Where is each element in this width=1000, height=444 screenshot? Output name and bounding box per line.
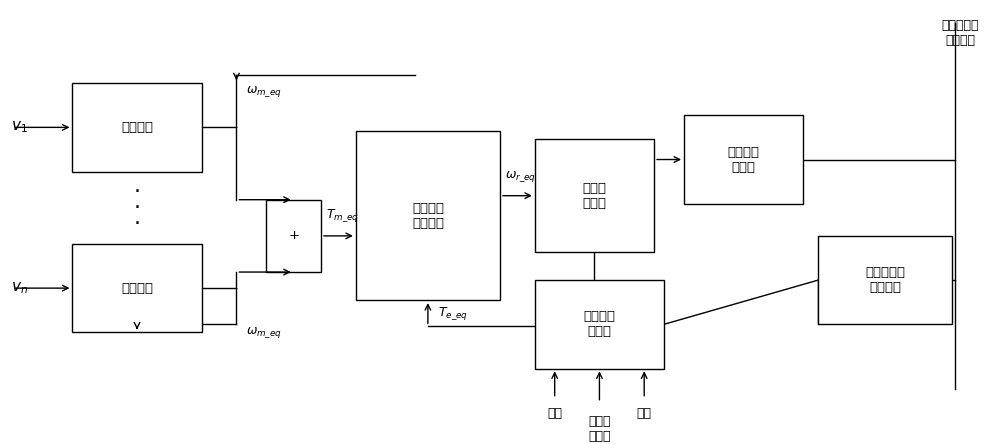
Text: 两质量块
轴系模型: 两质量块 轴系模型 [412, 202, 444, 230]
FancyBboxPatch shape [72, 244, 202, 332]
Text: 电容器
组控制: 电容器 组控制 [588, 415, 611, 443]
Text: $T_{e\_eq}$: $T_{e\_eq}$ [438, 305, 468, 322]
Text: 风电场公共
连接母线: 风电场公共 连接母线 [942, 19, 979, 47]
Text: $\omega_{m\_eq}$: $\omega_{m\_eq}$ [246, 84, 282, 99]
Text: $v_n$: $v_n$ [11, 280, 28, 296]
FancyBboxPatch shape [684, 115, 803, 204]
FancyBboxPatch shape [818, 236, 952, 324]
Text: 电压: 电压 [637, 407, 652, 420]
Text: ·: · [134, 214, 141, 234]
FancyBboxPatch shape [356, 131, 500, 300]
Text: $T_{m\_eq}$: $T_{m\_eq}$ [326, 207, 359, 224]
Text: $\omega_{m\_eq}$: $\omega_{m\_eq}$ [246, 325, 282, 340]
FancyBboxPatch shape [535, 139, 654, 252]
FancyBboxPatch shape [72, 83, 202, 171]
Text: 气动模型: 气动模型 [121, 121, 153, 134]
FancyBboxPatch shape [535, 280, 664, 369]
Text: 风速: 风速 [547, 407, 562, 420]
Text: $\omega_{r\_eq}$: $\omega_{r\_eq}$ [505, 169, 536, 184]
Text: 机端等値
变压器: 机端等値 变压器 [728, 146, 760, 174]
Text: $v_1$: $v_1$ [11, 119, 27, 135]
Text: +: + [288, 230, 299, 242]
Text: 电罆的等値
充电电容: 电罆的等値 充电电容 [865, 266, 905, 294]
Text: 气动模型: 气动模型 [121, 281, 153, 295]
Text: 变参数等
値电容: 变参数等 値电容 [583, 310, 615, 338]
FancyBboxPatch shape [266, 200, 321, 272]
Text: ·: · [134, 182, 141, 202]
Text: ·: · [134, 198, 141, 218]
Text: 等値感
应电机: 等値感 应电机 [582, 182, 606, 210]
